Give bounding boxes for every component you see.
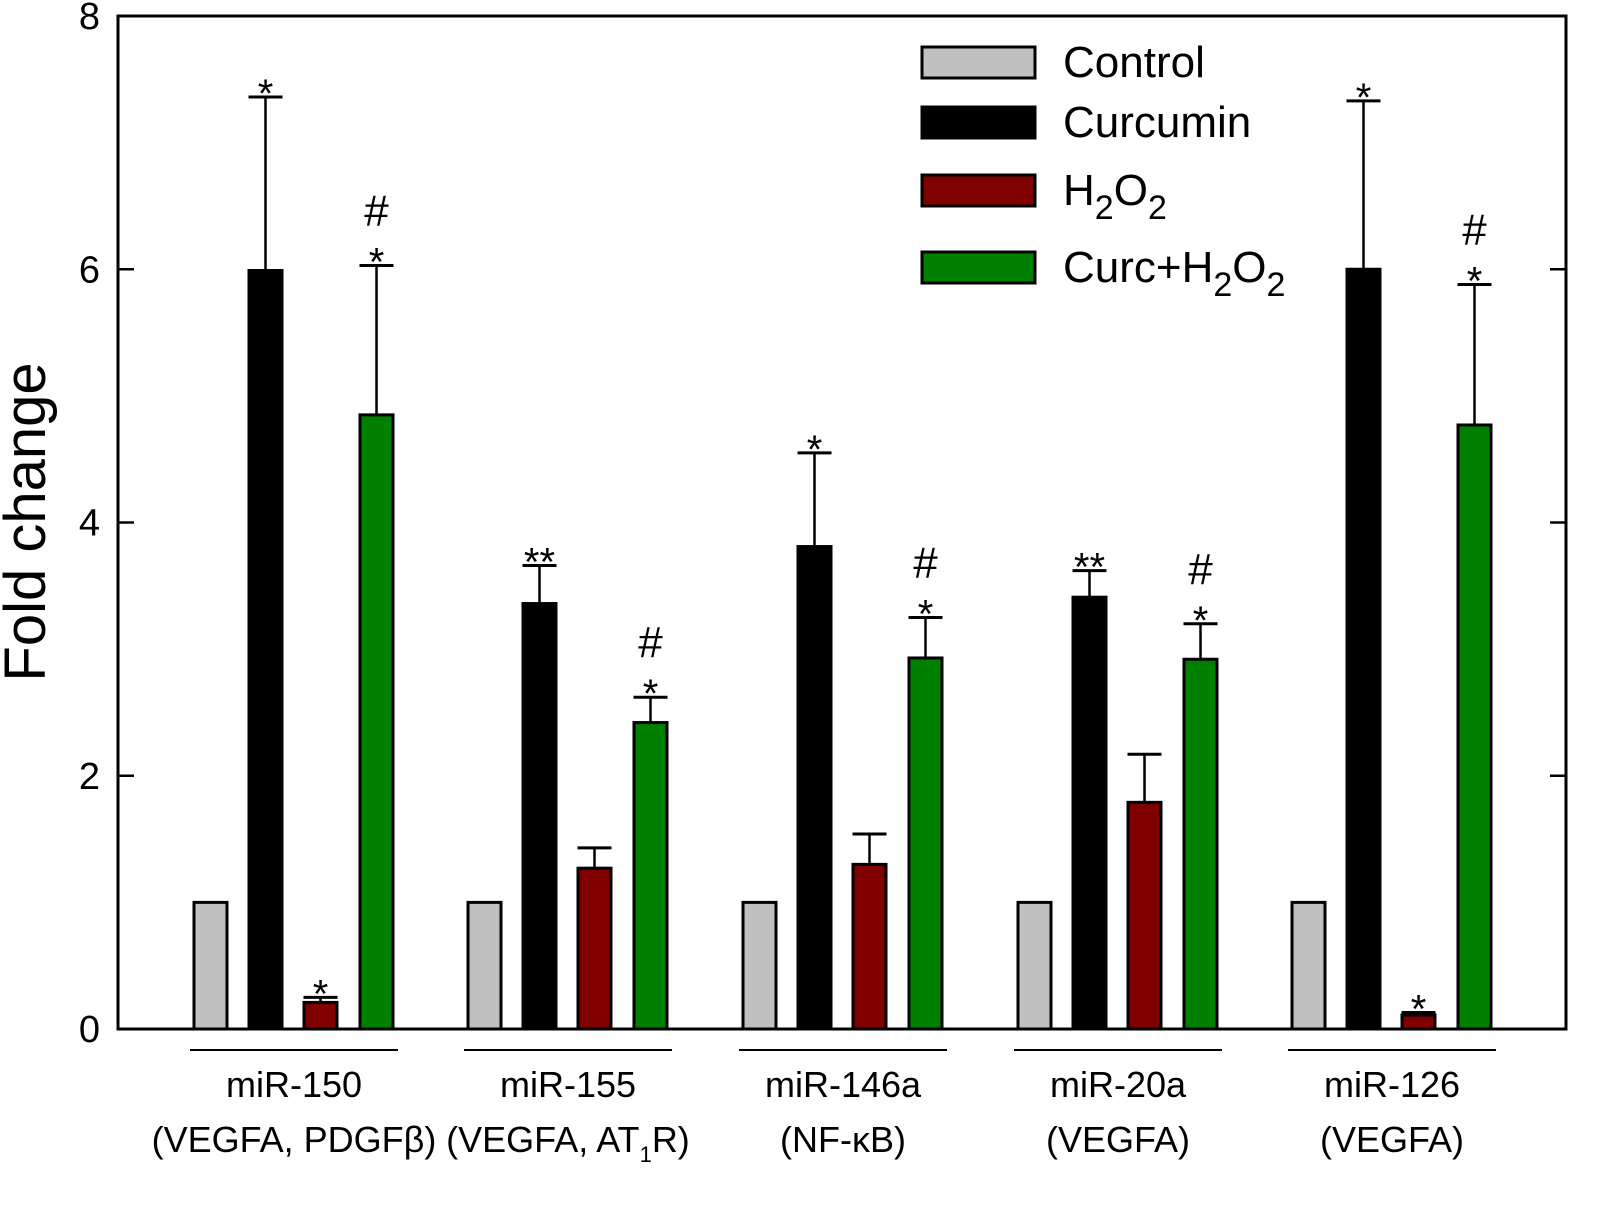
bar [247,269,284,1031]
significance-hash: # [638,618,663,667]
significance-star: * [918,592,934,636]
significance-star: * [1411,988,1427,1032]
legend-label-text: O [1232,243,1266,292]
category-targets: (VEGFA, AT1R) [446,1119,690,1167]
bar [1345,267,1382,1031]
bar [1182,657,1219,1031]
category-name: miR-126 [1324,1064,1460,1105]
y-tick-label: 8 [79,0,100,38]
bar [192,900,229,1031]
bar [1071,595,1108,1031]
y-axis-ticks: 0 2 4 6 8 [79,0,1566,1051]
legend-swatch [920,173,1037,208]
significance-star: * [807,428,823,472]
bars: ******** **#*#*#*#*# [192,72,1493,1032]
bar [851,862,888,1031]
legend-label-text: H [1063,166,1095,215]
bar [796,545,833,1031]
significance-star: * [643,672,659,716]
category-targets-text: R) [652,1119,690,1160]
legend-swatch [920,45,1037,80]
bar [576,866,613,1031]
category-name: miR-150 [226,1064,362,1105]
bar [907,656,944,1031]
significance-hash: # [364,186,389,235]
legend-swatch [920,250,1037,285]
category-targets: (VEGFA) [1320,1119,1464,1160]
x-axis-categories: miR-150 (VEGFA, PDGFβ) miR-155 (VEGFA, AT1R… [152,1049,1496,1167]
legend-label-subscript: 2 [1095,189,1114,227]
y-tick-label: 0 [79,1009,100,1051]
legend-label-text: O [1114,166,1148,215]
category-targets: (NF-κB) [780,1119,906,1160]
category-name: miR-146a [765,1064,922,1105]
significance-star: ** [524,541,555,585]
bar [358,413,395,1031]
y-axis-label: Fold change [0,362,58,681]
category-targets: (VEGFA) [1046,1119,1190,1160]
significance-hash: # [1188,545,1213,594]
legend-label: Curc+H2O2 [1063,243,1285,304]
bar [521,602,558,1031]
bar [1126,800,1163,1031]
bar [466,900,503,1031]
category-name: miR-155 [500,1064,636,1105]
legend-label-subscript: 2 [1213,266,1232,304]
significance-star: * [313,972,329,1016]
category-targets-text: (VEGFA, AT [446,1119,639,1160]
category-name: miR-20a [1050,1064,1187,1105]
bar [741,900,778,1031]
legend-swatch [920,105,1037,140]
category-targets-subscript: 1 [640,1142,652,1167]
significance-star: * [369,240,385,284]
category-targets: (VEGFA, PDGFβ) [152,1119,437,1160]
bar [1016,900,1053,1031]
y-tick-label: 4 [79,503,100,545]
legend-label-subscript: 2 [1267,266,1286,304]
significance-star: * [1356,76,1372,120]
legend-label-subscript: 2 [1148,189,1167,227]
significance-hash: # [1462,205,1487,254]
legend-label-text: Curc+H [1063,243,1213,292]
significance-star: ** [1074,546,1105,590]
legend-label: Curcumin [1063,98,1251,147]
bar [1290,900,1327,1031]
significance-hash: # [913,538,938,587]
y-tick-label: 2 [79,756,100,798]
legend-label: H2O2 [1063,166,1167,227]
significance-star: * [1467,259,1483,303]
significance-star: * [258,72,274,116]
y-tick-label: 6 [79,249,100,291]
bar [1456,423,1493,1031]
bar [632,721,669,1031]
legend-label: Control [1063,38,1205,87]
significance-star: * [1193,599,1209,643]
